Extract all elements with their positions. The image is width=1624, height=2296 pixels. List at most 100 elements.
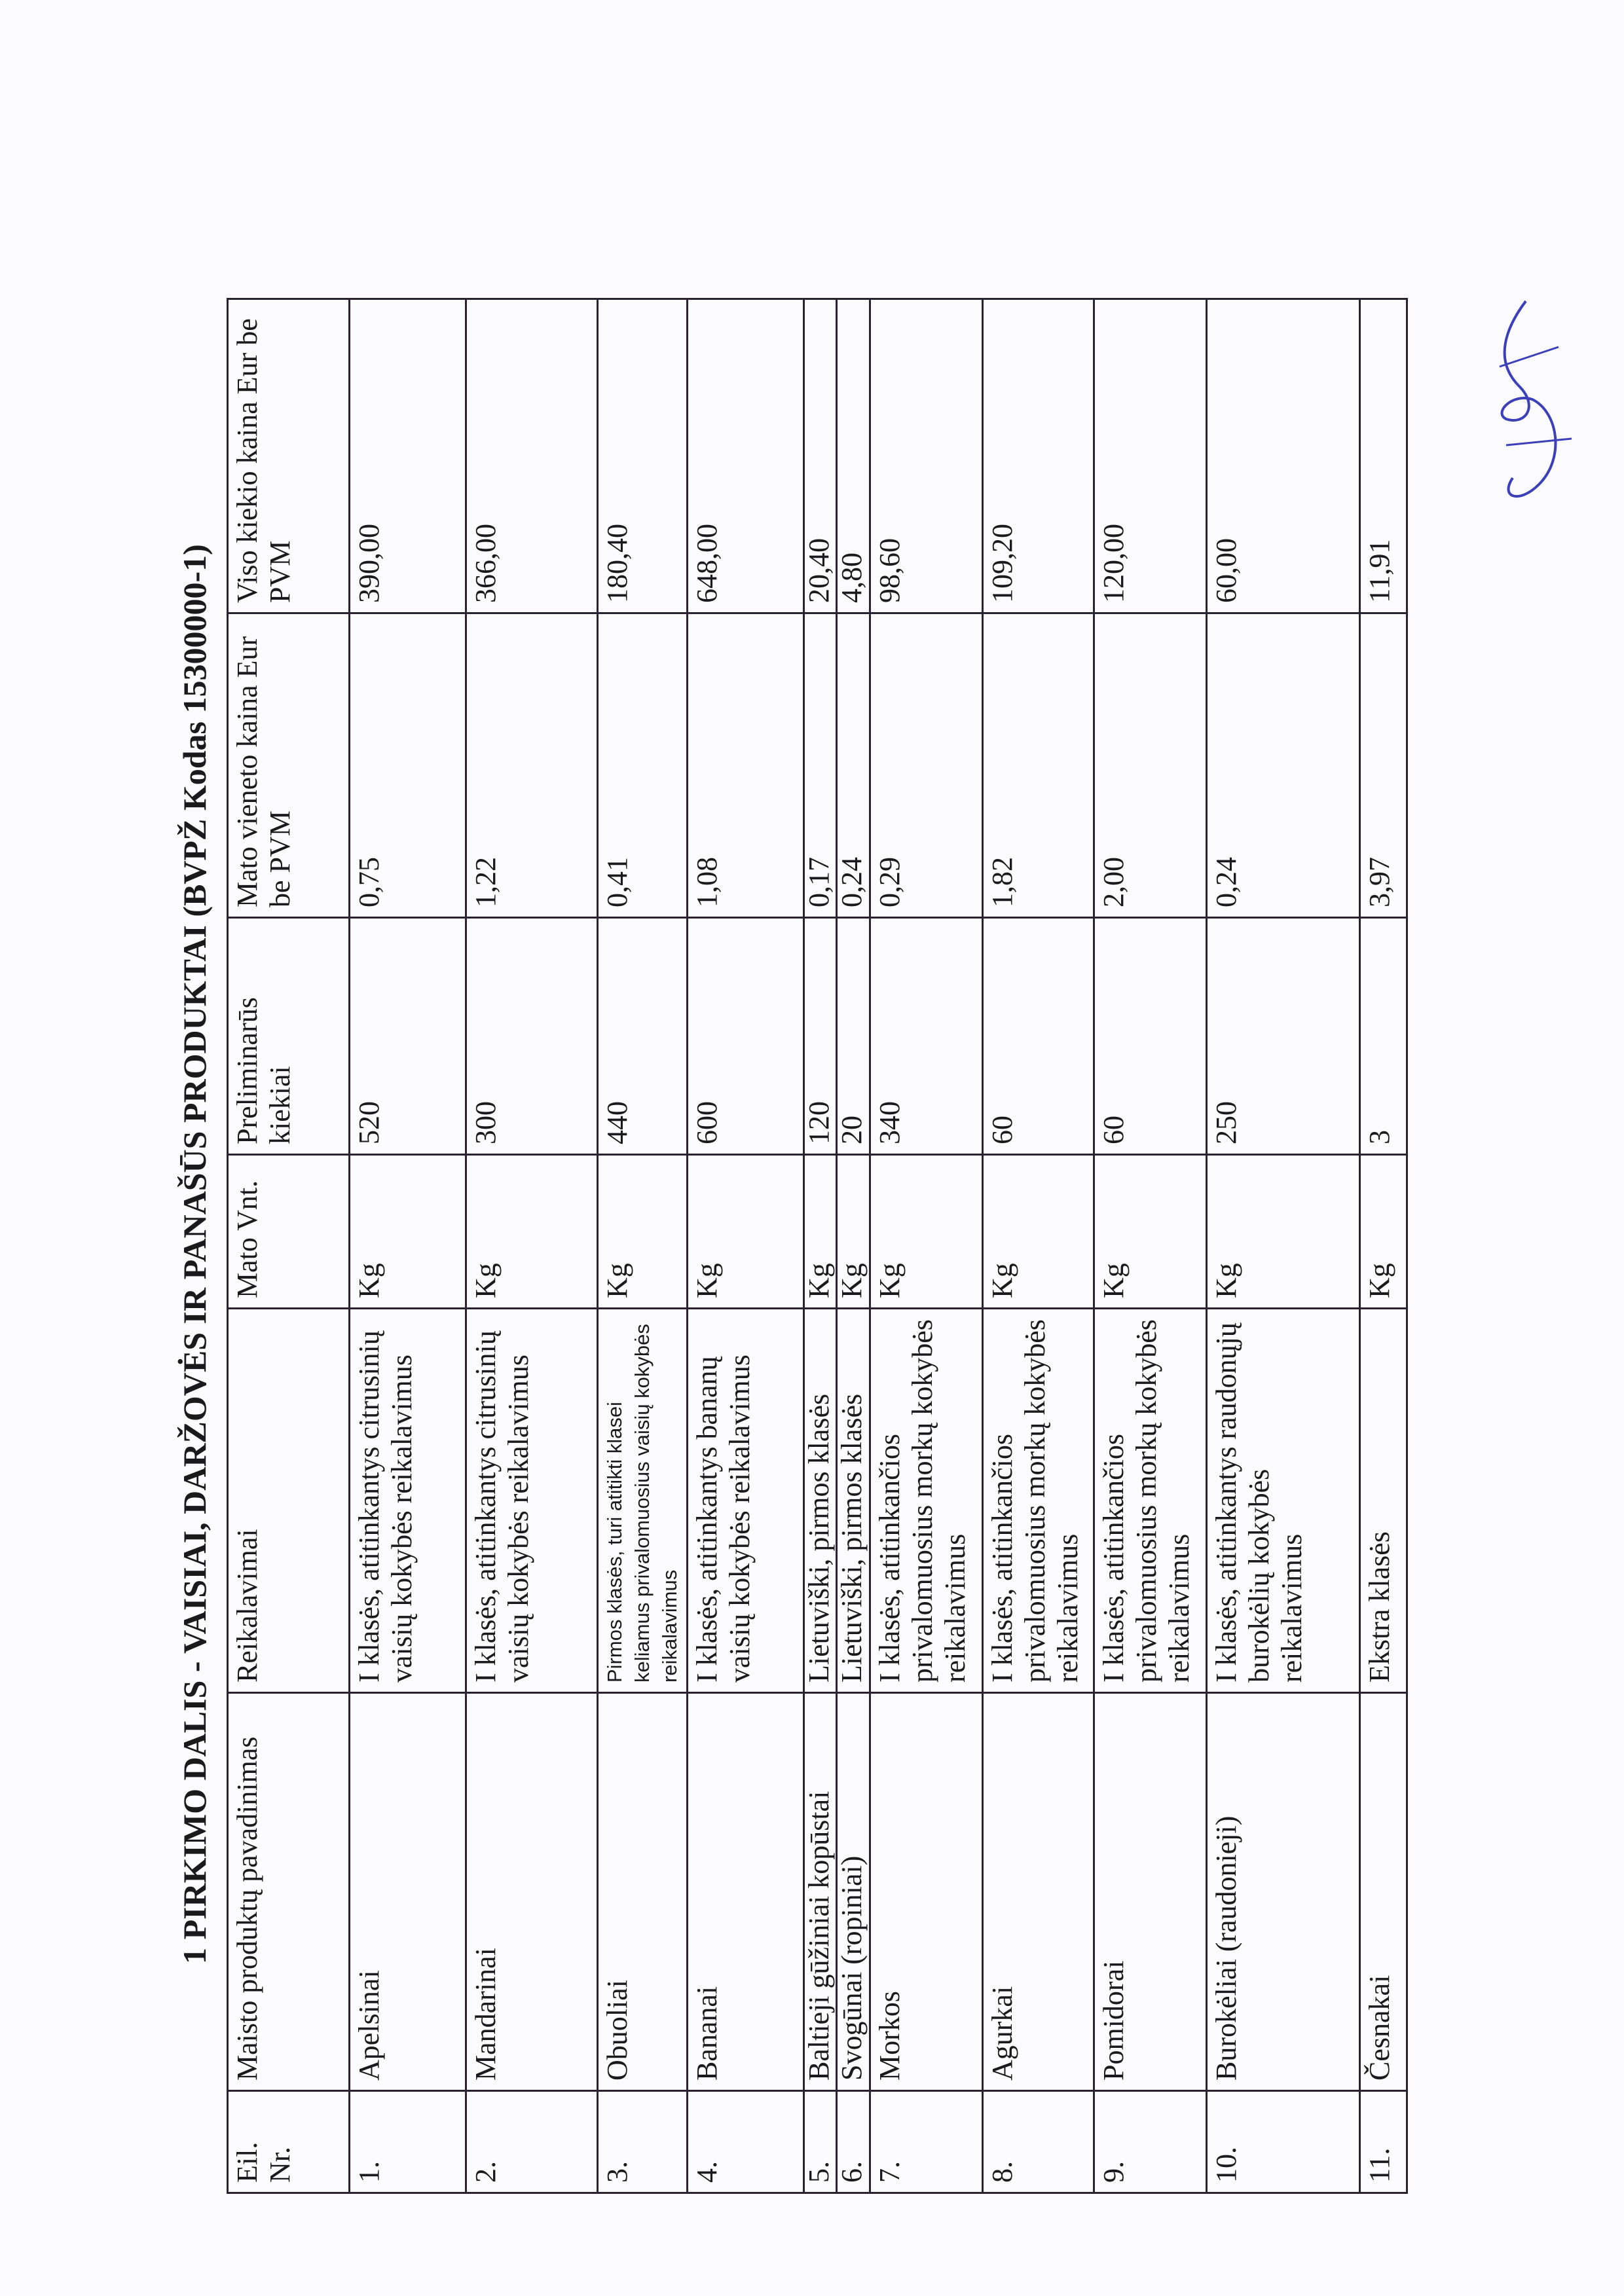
table-row: 8. Agurkai I klasės, atitinkančios privalo… bbox=[982, 299, 1094, 2193]
quantity-cell: 120 bbox=[803, 917, 837, 1155]
unit-cell: Kg bbox=[597, 1154, 688, 1309]
unit-price-cell: 0,24 bbox=[1206, 613, 1360, 918]
product-name-cell: Česnakai bbox=[1359, 1692, 1407, 2091]
product-name-cell: Morkos bbox=[870, 1692, 983, 2091]
table-row: 10. Burokėliai (raudonieji) I klasės, atit… bbox=[1206, 299, 1360, 2193]
unit-price-cell: 3,97 bbox=[1359, 613, 1407, 918]
header-name: Maisto produktų pavadinimas bbox=[227, 1692, 350, 2091]
unit-price-cell: 0,24 bbox=[836, 613, 870, 918]
total-price-cell: 60,00 bbox=[1206, 299, 1360, 613]
total-price-cell: 390,00 bbox=[349, 299, 466, 613]
total-price-cell: 20,40 bbox=[803, 299, 837, 613]
table-row: 1. Apelsinai I klasės, atitinkantys citrus… bbox=[349, 299, 466, 2193]
unit-cell: Kg bbox=[349, 1154, 466, 1309]
unit-cell: Kg bbox=[870, 1154, 983, 1309]
table-row: 2. Mandarinai I klasės, atitinkantys citru… bbox=[466, 299, 598, 2193]
total-price-cell: 120,00 bbox=[1094, 299, 1207, 613]
row-number-cell: 9. bbox=[1094, 2090, 1207, 2193]
quantity-cell: 60 bbox=[1094, 917, 1207, 1155]
row-number-cell: 10. bbox=[1206, 2090, 1360, 2193]
total-price-cell: 11,91 bbox=[1359, 299, 1407, 613]
row-number-cell: 5. bbox=[803, 2090, 837, 2193]
product-name-cell: Bananai bbox=[687, 1692, 804, 2091]
requirements-cell: Lietuviški, pirmos klasės bbox=[836, 1308, 870, 1693]
unit-cell: Kg bbox=[982, 1154, 1094, 1309]
requirements-cell: I klasės, atitinkančios privalomuosius m… bbox=[1094, 1308, 1207, 1693]
table-row: 7. Morkos I klasės, atitinkančios privalom… bbox=[870, 299, 983, 2193]
requirements-cell: I klasės, atitinkančios privalomuosius m… bbox=[870, 1308, 983, 1693]
unit-cell: Kg bbox=[1094, 1154, 1207, 1309]
header-quantity: Preliminarūs kiekiai bbox=[227, 917, 350, 1155]
row-number-cell: 11. bbox=[1359, 2090, 1407, 2193]
unit-price-cell: 2,00 bbox=[1094, 613, 1207, 918]
unit-price-cell: 0,17 bbox=[803, 613, 837, 918]
document-title: 1 PIRKIMO DALIS - VAISIAI, DARŽOVĖS IR P… bbox=[176, 544, 213, 1964]
table-row: 6. Svogūnai (ropiniai) Lietuviški, pirmos … bbox=[836, 299, 870, 2193]
product-name-cell: Baltieji gūžiniai kopūstai bbox=[803, 1692, 837, 2091]
header-unit-price: Mato vieneto kaina Eur be PVM bbox=[227, 613, 350, 918]
quantity-cell: 520 bbox=[349, 917, 466, 1155]
header-requirements: Reikalavimai bbox=[227, 1308, 350, 1693]
quantity-cell: 60 bbox=[982, 917, 1094, 1155]
requirements-cell: I klasės, atitinkančios privalomuosius m… bbox=[982, 1308, 1094, 1693]
row-number-cell: 2. bbox=[466, 2090, 598, 2193]
header-total: Viso kiekio kaina Eur be PVM bbox=[227, 299, 350, 613]
unit-cell: Kg bbox=[466, 1154, 598, 1309]
table-row: 5. Baltieji gūžiniai kopūstai Lietuviški, … bbox=[803, 299, 837, 2193]
quantity-cell: 3 bbox=[1359, 917, 1407, 1155]
requirements-cell: I klasės, atitinkantys bananų vaisių kok… bbox=[687, 1308, 804, 1693]
unit-price-cell: 0,41 bbox=[597, 613, 688, 918]
unit-price-cell: 1,08 bbox=[687, 613, 804, 918]
table-row: 9. Pomidorai I klasės, atitinkančios priva… bbox=[1094, 299, 1207, 2193]
unit-price-cell: 1,22 bbox=[466, 613, 598, 918]
total-price-cell: 180,40 bbox=[597, 299, 688, 613]
requirements-cell: I klasės, atitinkantys raudonųjų burokėl… bbox=[1206, 1308, 1360, 1693]
unit-price-cell: 0,29 bbox=[870, 613, 983, 918]
unit-cell: Kg bbox=[803, 1154, 837, 1309]
table-row: 11. Česnakai Ekstra klasės Kg 3 3,97 11,91 bbox=[1359, 299, 1407, 2193]
row-number-cell: 6. bbox=[836, 2090, 870, 2193]
unit-cell: Kg bbox=[836, 1154, 870, 1309]
product-name-cell: Obuoliai bbox=[597, 1692, 688, 2091]
requirements-cell: Ekstra klasės bbox=[1359, 1308, 1407, 1693]
row-number-cell: 4. bbox=[687, 2090, 804, 2193]
total-price-cell: 109,20 bbox=[982, 299, 1094, 613]
quantity-cell: 20 bbox=[836, 917, 870, 1155]
product-name-cell: Apelsinai bbox=[349, 1692, 466, 2091]
handwritten-signature bbox=[1499, 300, 1572, 498]
row-number-cell: 7. bbox=[870, 2090, 983, 2193]
unit-cell: Kg bbox=[1206, 1154, 1360, 1309]
table-header-row: Eil. Nr. Maisto produktų pavadinimas Rei… bbox=[227, 299, 350, 2193]
quantity-cell: 300 bbox=[466, 917, 598, 1155]
unit-price-cell: 1,82 bbox=[982, 613, 1094, 918]
row-number-cell: 1. bbox=[349, 2090, 466, 2193]
quantity-cell: 440 bbox=[597, 917, 688, 1155]
unit-cell: Kg bbox=[687, 1154, 804, 1309]
product-name-cell: Burokėliai (raudonieji) bbox=[1206, 1692, 1360, 2091]
total-price-cell: 4,80 bbox=[836, 299, 870, 613]
total-price-cell: 98,60 bbox=[870, 299, 983, 613]
requirements-cell: I klasės, atitinkantys citrusinių vaisių… bbox=[349, 1308, 466, 1693]
row-number-cell: 3. bbox=[597, 2090, 688, 2193]
requirements-cell: Pirmos klasės, turi atitikti klasei keli… bbox=[597, 1308, 688, 1693]
product-name-cell: Mandarinai bbox=[466, 1692, 598, 2091]
header-nr: Eil. Nr. bbox=[227, 2090, 350, 2193]
product-name-cell: Pomidorai bbox=[1094, 1692, 1207, 2091]
requirements-cell: I klasės, atitinkantys citrusinių vaisių… bbox=[466, 1308, 598, 1693]
product-name-cell: Svogūnai (ropiniai) bbox=[836, 1692, 870, 2091]
products-table-wrapper: Eil. Nr. Maisto produktų pavadinimas Rei… bbox=[227, 299, 1407, 2194]
product-name-cell: Agurkai bbox=[982, 1692, 1094, 2091]
table-row: 4. Bananai I klasės, atitinkantys bananų v… bbox=[687, 299, 804, 2193]
quantity-cell: 600 bbox=[687, 917, 804, 1155]
table-row: 3. Obuoliai Pirmos klasės, turi atitikti k… bbox=[597, 299, 688, 2193]
header-unit: Mato Vnt. bbox=[227, 1154, 350, 1309]
requirements-cell: Lietuviški, pirmos klasės bbox=[803, 1308, 837, 1693]
total-price-cell: 366,00 bbox=[466, 299, 598, 613]
quantity-cell: 250 bbox=[1206, 917, 1360, 1155]
row-number-cell: 8. bbox=[982, 2090, 1094, 2193]
unit-cell: Kg bbox=[1359, 1154, 1407, 1309]
quantity-cell: 340 bbox=[870, 917, 983, 1155]
products-table: Eil. Nr. Maisto produktų pavadinimas Rei… bbox=[227, 298, 1408, 2194]
total-price-cell: 648,00 bbox=[687, 299, 804, 613]
unit-price-cell: 0,75 bbox=[349, 613, 466, 918]
